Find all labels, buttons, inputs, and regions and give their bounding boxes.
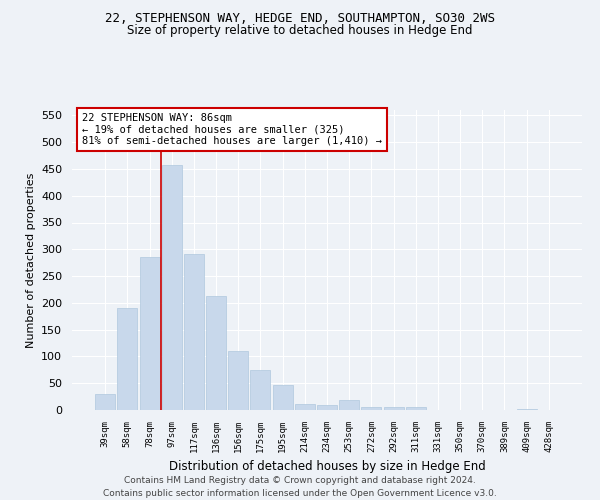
Bar xyxy=(228,351,248,410)
Bar xyxy=(361,407,382,410)
Y-axis label: Number of detached properties: Number of detached properties xyxy=(26,172,35,348)
Text: Contains HM Land Registry data © Crown copyright and database right 2024.
Contai: Contains HM Land Registry data © Crown c… xyxy=(103,476,497,498)
Bar xyxy=(162,165,182,410)
Bar xyxy=(184,254,204,410)
Text: Size of property relative to detached houses in Hedge End: Size of property relative to detached ho… xyxy=(127,24,473,37)
Text: 22 STEPHENSON WAY: 86sqm
← 19% of detached houses are smaller (325)
81% of semi-: 22 STEPHENSON WAY: 86sqm ← 19% of detach… xyxy=(82,113,382,146)
Bar xyxy=(272,386,293,410)
Bar xyxy=(118,308,137,410)
Text: 22, STEPHENSON WAY, HEDGE END, SOUTHAMPTON, SO30 2WS: 22, STEPHENSON WAY, HEDGE END, SOUTHAMPT… xyxy=(105,12,495,26)
Bar xyxy=(383,407,404,410)
Bar xyxy=(295,404,315,410)
Bar xyxy=(206,296,226,410)
X-axis label: Distribution of detached houses by size in Hedge End: Distribution of detached houses by size … xyxy=(169,460,485,473)
Bar xyxy=(95,394,115,410)
Bar xyxy=(250,370,271,410)
Bar xyxy=(339,400,359,410)
Bar xyxy=(406,408,426,410)
Bar xyxy=(140,258,160,410)
Bar xyxy=(517,409,536,410)
Bar xyxy=(317,404,337,410)
